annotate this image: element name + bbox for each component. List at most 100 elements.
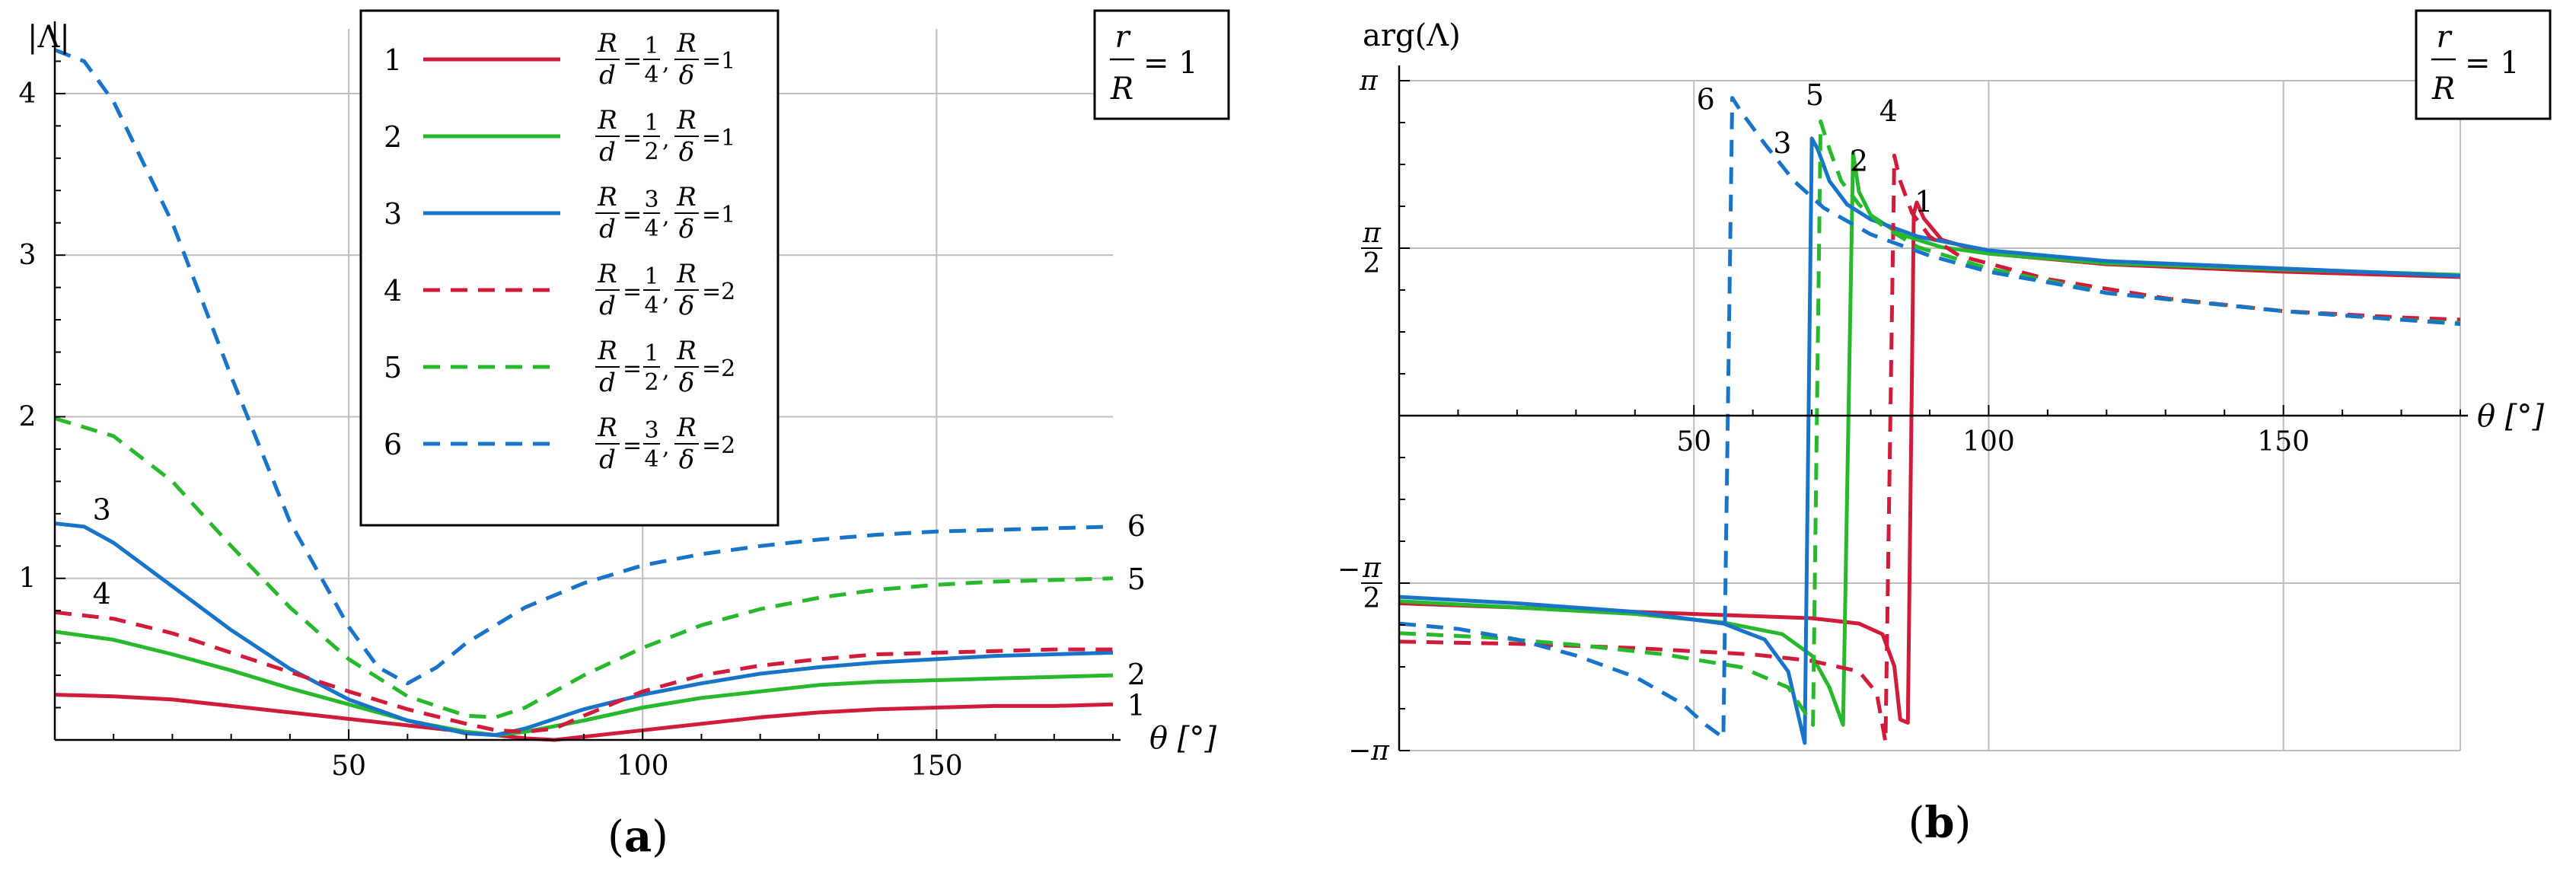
legend-comma: , (662, 357, 670, 384)
legend-ratio-num: 1 (644, 110, 658, 136)
panel-a-curves (54, 48, 1114, 742)
ratio-note-den: R (1110, 72, 1133, 107)
legend-delta: δ (679, 60, 694, 91)
panel-b-axes (1398, 65, 2468, 751)
legend-R: R (597, 182, 617, 212)
series-line-6 (1398, 96, 2461, 740)
legend-eq: =2 (702, 432, 735, 459)
x-tick-label: 50 (1676, 426, 1711, 458)
panel-a-legend: 1 Rd =14 ,Rδ =12 Rd =12 ,Rδ =13 Rd =34 ,Rδ =14 Rd =14,… (359, 9, 779, 527)
legend-R2: R (676, 182, 697, 212)
legend-d: d (599, 137, 616, 167)
legend-ratio-num: 3 (644, 187, 658, 213)
caption-a-letter: a (624, 811, 652, 862)
series-line-6 (54, 48, 1114, 686)
legend-R2: R (676, 336, 697, 366)
series-line-3 (1398, 136, 2461, 745)
series-line-5 (54, 416, 1114, 719)
legend-ratio-den: 2 (644, 139, 658, 165)
x-tick-label: 150 (2257, 426, 2310, 458)
legend-d: d (599, 60, 616, 91)
x-tick-label: 50 (331, 751, 366, 782)
caption-b-letter: b (1924, 798, 1954, 848)
legend-number: 3 (384, 197, 402, 231)
legend-delta: δ (679, 445, 694, 475)
legend-R: R (597, 259, 617, 289)
legend-eq: =2 (702, 356, 735, 382)
legend-R2: R (676, 28, 697, 59)
legend-ratio-num: 1 (644, 340, 658, 367)
panel-a-xlabel: θ [°] (1149, 721, 1216, 756)
y-tick-label: 1 (19, 563, 37, 595)
legend-comma: , (662, 126, 670, 153)
curve-label-6: 6 (1127, 509, 1146, 543)
y-tick-label: π (1359, 65, 1379, 97)
legend-R2: R (676, 105, 697, 136)
legend-ratio-den: 4 (644, 292, 658, 319)
curve-label-3: 3 (93, 493, 111, 527)
legend-eq: = (623, 279, 642, 305)
caption-b: (b) (1908, 798, 1972, 848)
legend-d: d (599, 291, 616, 321)
legend-ratio-den: 4 (644, 215, 658, 242)
ratio-note-frame (2415, 9, 2552, 120)
legend-item-5: 5 Rd =12 ,Rδ =2 (384, 336, 735, 398)
ratio-note-num: r (1114, 20, 1131, 55)
legend-delta: δ (679, 137, 694, 167)
legend-comma: , (662, 434, 670, 461)
y-tick-sign: − (1337, 554, 1360, 585)
legend-R: R (597, 336, 617, 366)
legend-ratio-num: 3 (644, 417, 658, 444)
panel-b-ylabel: arg(Λ) (1363, 18, 1461, 53)
legend-ratio-den: 2 (644, 369, 658, 396)
y-tick-den: 2 (1363, 583, 1381, 614)
legend-eq: =1 (702, 125, 735, 151)
legend-eq: =2 (702, 279, 735, 305)
curve-label-4: 4 (1879, 94, 1898, 128)
x-tick-label: 150 (910, 751, 963, 782)
legend-comma: , (662, 203, 670, 230)
series-line-1 (54, 693, 1114, 742)
ratio-note-frame (1093, 9, 1230, 120)
legend-number: 4 (384, 274, 402, 308)
y-tick-label: −π (1348, 735, 1390, 767)
panel-a-ylabel: |Λ| (27, 20, 70, 55)
legend-comma: , (662, 49, 670, 76)
panel-a-curve-labels: 12 5 6 3 4 (93, 493, 1146, 722)
y-tick-den: 2 (1363, 248, 1381, 279)
panel-b-curve-labels: 6 5 4 3 2 1 (1697, 78, 1934, 218)
curve-label-2: 2 (1850, 145, 1868, 178)
legend-number: 5 (384, 351, 402, 384)
legend-d: d (599, 214, 616, 244)
legend-number: 2 (384, 120, 402, 154)
legend-eq: = (623, 48, 642, 75)
legend-eq: =1 (702, 48, 735, 75)
legend-eq: = (623, 356, 642, 382)
legend-item-4: 4 Rd =14 ,Rδ =2 (384, 259, 735, 321)
panel-b-curves (1398, 96, 2461, 745)
legend-number: 1 (384, 43, 402, 77)
series-line-1 (1398, 200, 2461, 725)
x-tick-label: 100 (617, 751, 669, 782)
panel-b-ratio-note: r R = 1 (2415, 9, 2552, 120)
legend-item-6: 6 Rd =34 ,Rδ =2 (384, 413, 735, 475)
legend-item-1: 1 Rd =14 ,Rδ =1 (384, 28, 735, 91)
legend-R: R (597, 28, 617, 59)
legend-d: d (599, 445, 616, 475)
series-line-3 (54, 521, 1114, 738)
legend-R2: R (676, 413, 697, 443)
panel-b-xlabel: θ [°] (2477, 399, 2544, 434)
legend-ratio-num: 1 (644, 263, 658, 290)
curve-label-1: 1 (1914, 185, 1933, 218)
curve-label-5: 5 (1127, 563, 1146, 596)
legend-frame (359, 9, 779, 527)
panel-a-ratio-note: r R = 1 (1093, 9, 1230, 120)
legend-item-3: 3 Rd =34 ,Rδ =1 (384, 182, 735, 244)
series-line-2 (54, 630, 1114, 738)
legend-number: 6 (384, 428, 402, 461)
y-tick-num: π (1362, 218, 1382, 249)
